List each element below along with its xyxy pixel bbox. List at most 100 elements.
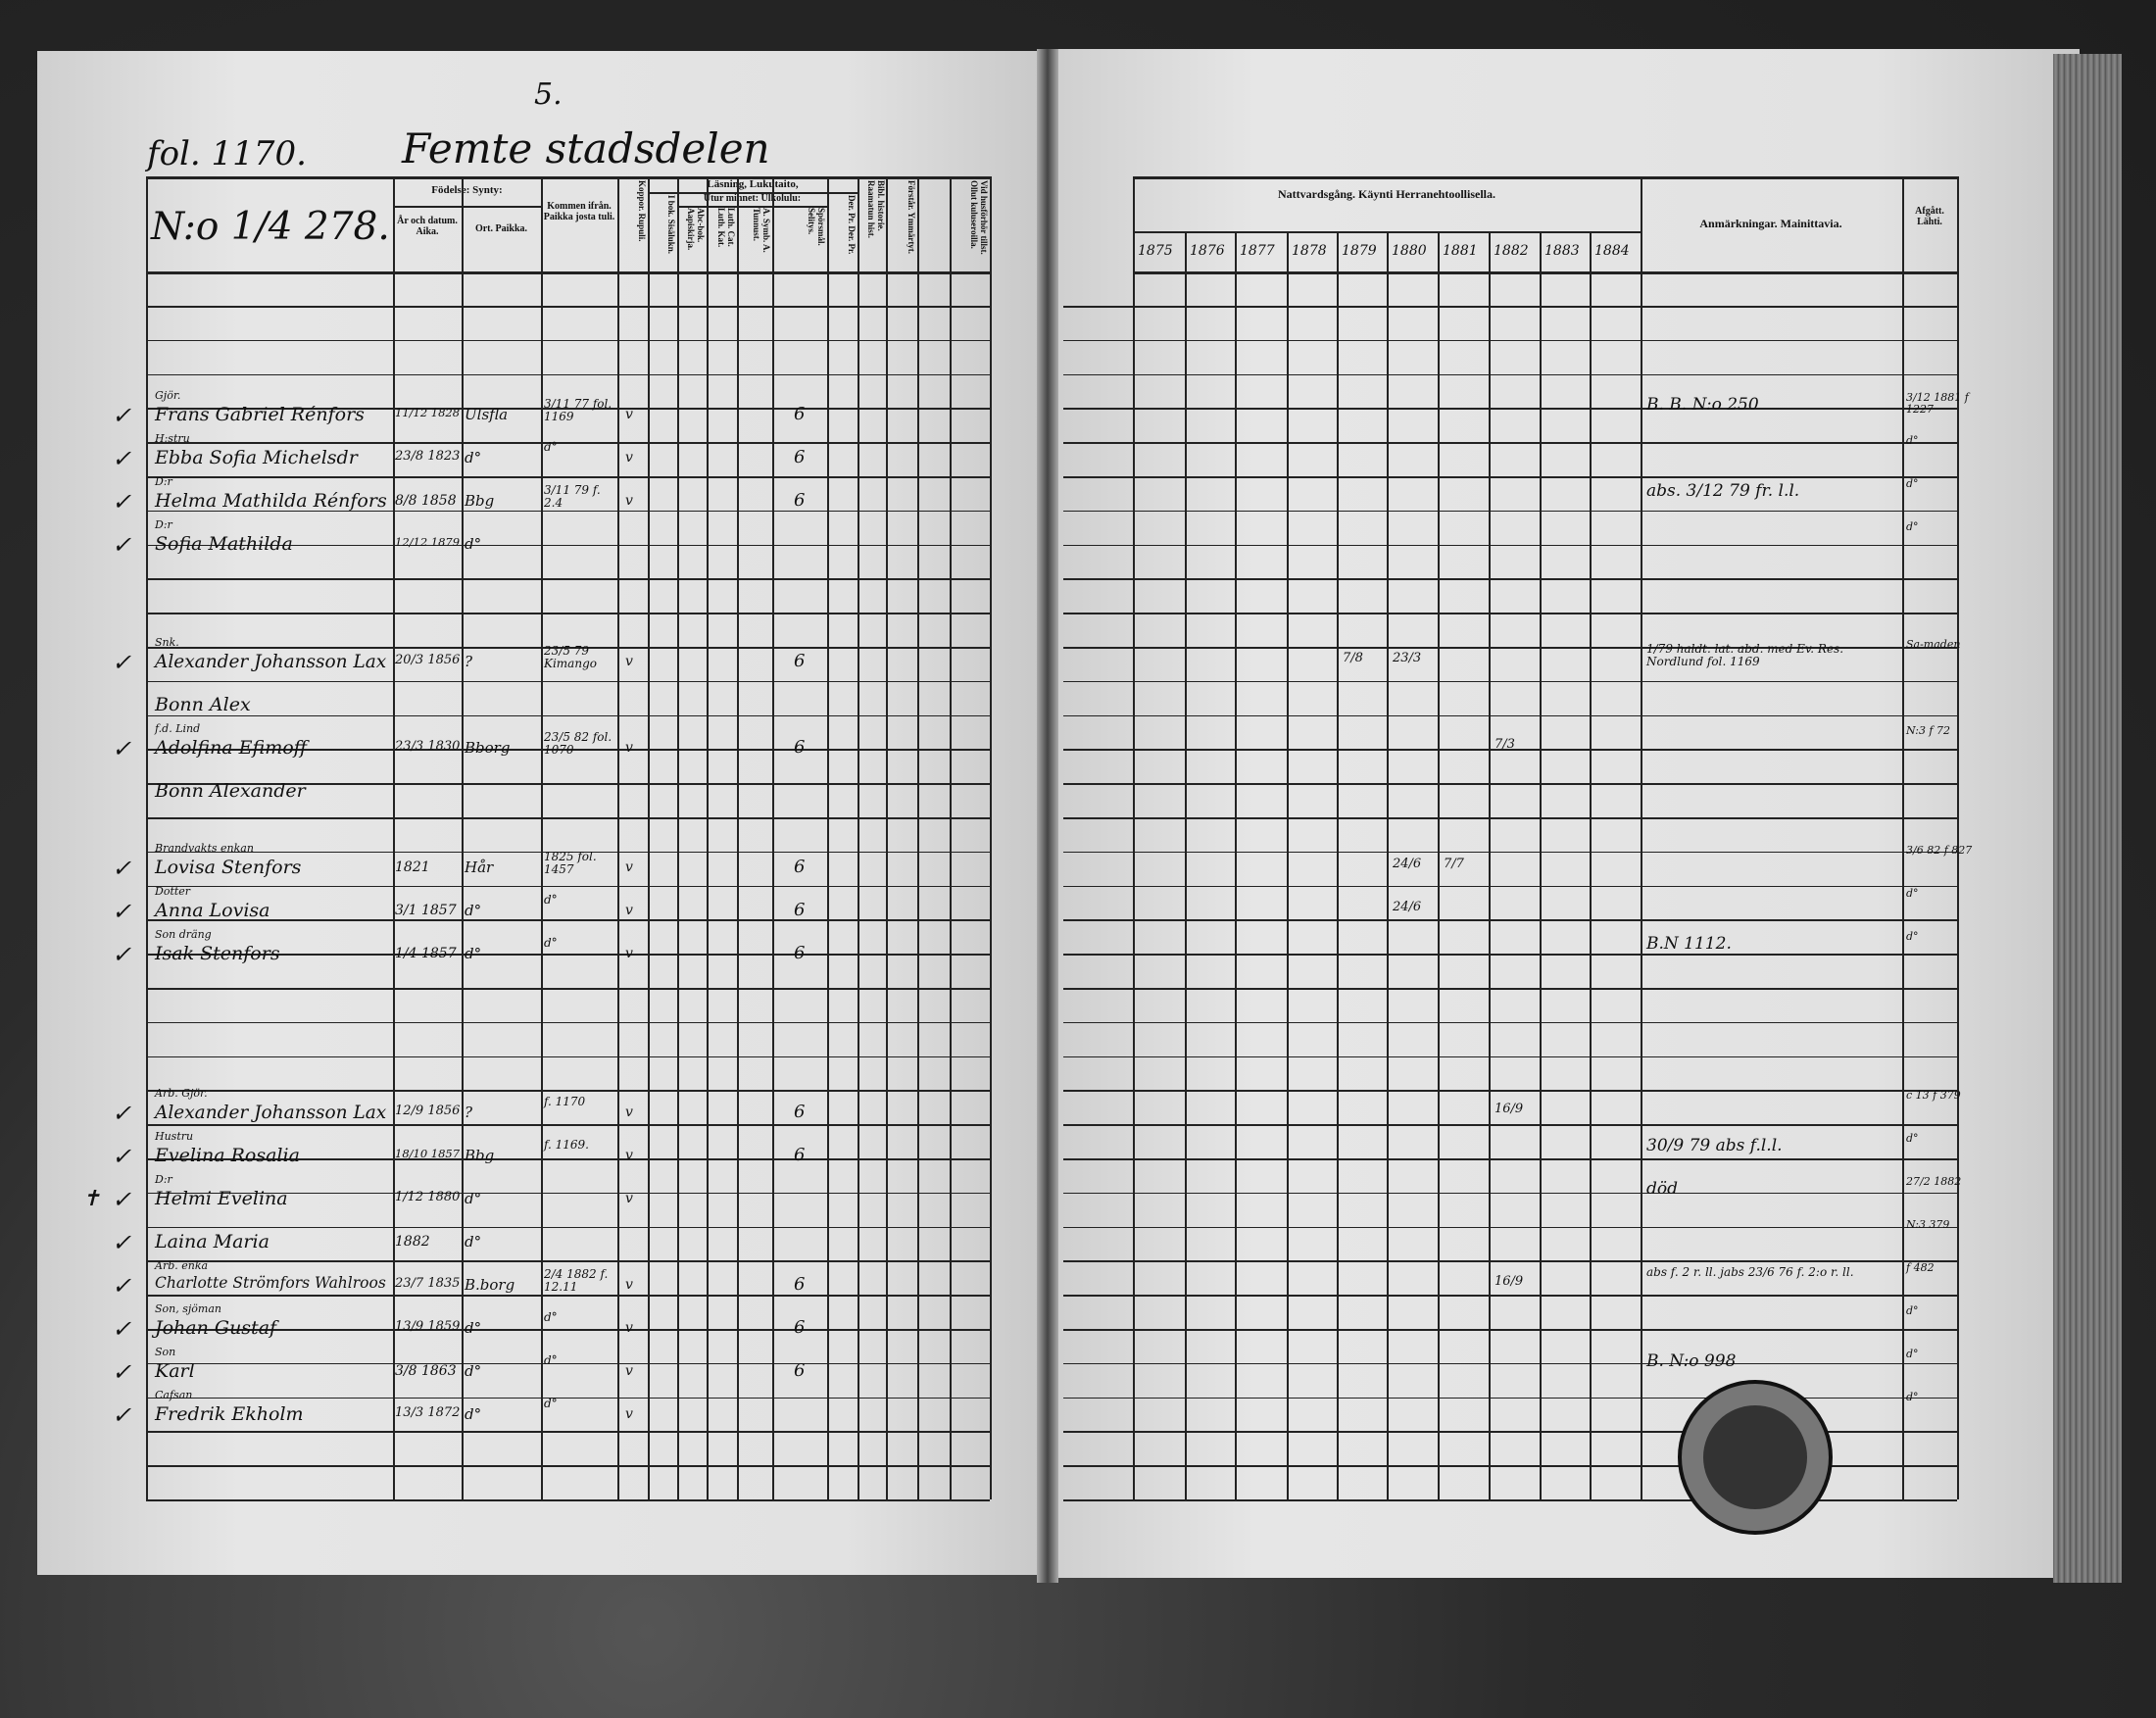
header-bottom-border <box>1133 271 1957 274</box>
row-line <box>146 1465 990 1467</box>
row-line <box>1063 613 1957 614</box>
header-vaccinated: Vid husförhör tillst. Ollut kuluseroilla… <box>969 180 988 255</box>
entry-smallpox: v <box>625 1363 633 1379</box>
death-mark: ✝ <box>82 1187 101 1211</box>
column-line <box>1489 231 1491 1499</box>
column-line <box>541 176 543 1499</box>
header-catechism: Luth. Cat. Luth. Kat. <box>716 208 735 248</box>
entry-name: Laina Maria <box>155 1231 270 1252</box>
entry-came-from: f. 1169. <box>544 1138 589 1152</box>
check-mark: ✓ <box>112 1100 132 1127</box>
entry-title: H:stru <box>155 432 190 445</box>
entry-birth-place: d° <box>465 535 482 553</box>
entry-departed: Sa-maden <box>1906 638 1961 651</box>
district-title: Femte stadsdelen <box>402 124 770 172</box>
row-line <box>146 1192 990 1195</box>
entry-birth-place: Hår <box>465 859 494 876</box>
check-mark: ✓ <box>112 1229 132 1256</box>
entry-title: D:r <box>155 1173 172 1186</box>
check-mark: ✓ <box>112 1143 132 1170</box>
row-line <box>146 1055 990 1058</box>
row-line <box>146 851 990 854</box>
entry-departed: c 13 f 379 <box>1906 1089 1961 1102</box>
entry-came-from: 3/11 79 f. 2.4 <box>544 483 601 511</box>
entry-name: Bonn Alexander <box>155 780 306 802</box>
header-divider <box>677 206 827 208</box>
row-line <box>146 1021 990 1024</box>
entry-smallpox: v <box>625 1320 633 1336</box>
entry-departed: d° <box>1906 1391 1919 1403</box>
column-line <box>917 176 919 1499</box>
row-line <box>146 1329 990 1331</box>
row-line <box>146 1295 990 1297</box>
entry-name: Anna Lovisa <box>155 900 270 921</box>
row-line <box>1063 851 1957 854</box>
entry-smallpox: v <box>625 1148 633 1163</box>
entry-title: Cafsan <box>155 1389 193 1401</box>
entry-name: Johan Gustaf <box>155 1317 277 1339</box>
row-line <box>146 954 990 956</box>
entry-name: Charlotte Strömfors Wahlroos <box>155 1274 386 1292</box>
row-line <box>1063 783 1957 785</box>
year-header-1884: 1884 <box>1594 243 1630 259</box>
entry-name: Bonn Alex <box>155 694 251 715</box>
year-header-1876: 1876 <box>1190 243 1225 259</box>
entry-birth-place: d° <box>465 1233 482 1251</box>
column-line <box>617 176 619 1499</box>
entry-questions: 6 <box>794 943 806 963</box>
row-line <box>146 1158 990 1160</box>
row-line <box>1063 476 1957 478</box>
row-line <box>1063 373 1957 376</box>
entry-title: Arb. Gjör. <box>155 1087 208 1100</box>
year-header-1877: 1877 <box>1240 243 1275 259</box>
row-line <box>146 919 990 921</box>
row-line <box>146 1397 990 1399</box>
row-line <box>1063 1362 1957 1365</box>
entry-title: Arb. enka <box>155 1259 209 1272</box>
header-divider <box>393 206 541 208</box>
header-der-pr: Der. Pr. Der. Pr. <box>847 195 856 255</box>
row-line <box>146 306 990 308</box>
entry-birth-date: 12/9 1856 <box>395 1104 461 1118</box>
entry-departed: d° <box>1906 477 1919 490</box>
entry-title: Son <box>155 1346 176 1358</box>
row-line <box>1063 544 1957 547</box>
header-abc: Abc-bok. Aapiskirja. <box>686 208 705 251</box>
entry-remark: B. N:o 998 <box>1646 1351 1737 1371</box>
entry-questions: 6 <box>794 651 806 671</box>
book-edge <box>2053 54 2122 1583</box>
entry-birth-place: d° <box>465 1319 482 1337</box>
row-line <box>146 680 990 683</box>
entry-birth-place: d° <box>465 902 482 919</box>
entry-came-from: d° <box>544 893 558 907</box>
row-line <box>1063 885 1957 888</box>
row-line <box>146 885 990 888</box>
entry-birth-place: d° <box>465 449 482 466</box>
header-a-symb: A. Symb. A. Tunnust. <box>752 208 770 253</box>
row-line <box>146 1362 990 1365</box>
check-mark: ✓ <box>112 488 132 515</box>
check-mark: ✓ <box>112 1401 132 1429</box>
entry-name: Evelina Rosalia <box>155 1145 300 1166</box>
row-line <box>146 1431 990 1433</box>
entry-name: Adolfina Efimoff <box>155 737 308 759</box>
row-line <box>1063 714 1957 717</box>
entry-title: Son, sjöman <box>155 1302 221 1315</box>
entry-birth-date: 20/3 1856 <box>395 653 461 667</box>
row-line <box>1063 1158 1957 1160</box>
entry-departed: d° <box>1906 1304 1919 1317</box>
entry-communion-1882: 7/3 <box>1494 737 1515 752</box>
entry-name: Helmi Evelina <box>155 1188 288 1209</box>
row-line <box>1063 1226 1957 1229</box>
entry-questions: 6 <box>794 737 806 758</box>
check-mark: ✓ <box>112 445 132 472</box>
column-line <box>1957 176 1959 1499</box>
entry-communion-1881: 7/7 <box>1444 857 1464 871</box>
check-mark: ✓ <box>112 1272 132 1300</box>
check-mark: ✓ <box>112 898 132 925</box>
entry-questions: 6 <box>794 857 806 877</box>
entry-departed: d° <box>1906 520 1919 533</box>
check-mark: ✓ <box>112 855 132 882</box>
entry-birth-place: d° <box>465 1362 482 1380</box>
column-line <box>1641 176 1642 1499</box>
